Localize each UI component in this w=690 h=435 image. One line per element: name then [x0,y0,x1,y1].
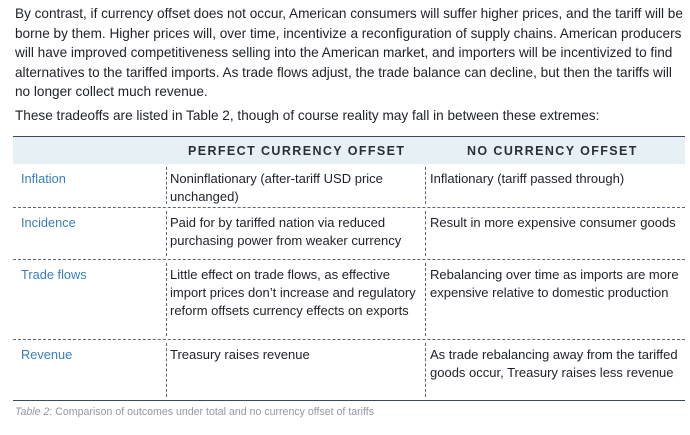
table-row-incidence: Incidence Paid for by tariffed nation vi… [13,208,685,260]
caption-text: : Comparison of outcomes under total and… [49,406,375,418]
column-divider [425,167,426,204]
table-caption: Table 2: Comparison of outcomes under to… [15,406,374,418]
cell-perfect: Paid for by tariffed nation via reduced … [170,215,402,248]
row-label: Incidence [21,215,76,230]
body-paragraph: By contrast, if currency offset does not… [15,6,683,100]
column-divider [166,263,167,336]
cell-none: Inflationary (tariff passed through) [430,171,625,186]
column-divider [166,343,167,397]
column-divider [425,211,426,256]
cell-none: As trade rebalancing away from the tarif… [430,347,678,380]
header-perfect-currency-offset: PERFECT CURRENCY OFFSET [188,144,406,158]
cell-perfect: Treasury raises revenue [170,347,310,362]
header-no-currency-offset: NO CURRENCY OFFSET [467,144,638,158]
body-paragraph-intro: These tradeoffs are listed in Table 2, t… [15,108,600,123]
row-label: Inflation [21,171,66,186]
cell-perfect: Noninflationary (after-tariff USD price … [170,171,383,204]
cell-perfect: Little effect on trade flows, as effecti… [170,267,416,318]
column-divider [425,263,426,336]
row-label: Revenue [21,347,73,362]
column-divider [166,167,167,204]
table-row-trade-flows: Trade flows Little effect on trade flows… [13,260,685,340]
comparison-table: PERFECT CURRENCY OFFSET NO CURRENCY OFFS… [13,136,685,401]
row-label: Trade flows [21,267,87,282]
column-divider [166,211,167,256]
cell-none: Result in more expensive consumer goods [430,215,676,230]
column-divider [425,343,426,397]
cell-none: Rebalancing over time as imports are mor… [430,267,679,300]
table-row-revenue: Revenue Treasury raises revenue As trade… [13,340,685,400]
caption-label: Table 2 [15,406,50,418]
table-header: PERFECT CURRENCY OFFSET NO CURRENCY OFFS… [13,137,685,164]
table-row-inflation: Inflation Noninflationary (after-tariff … [13,164,685,208]
